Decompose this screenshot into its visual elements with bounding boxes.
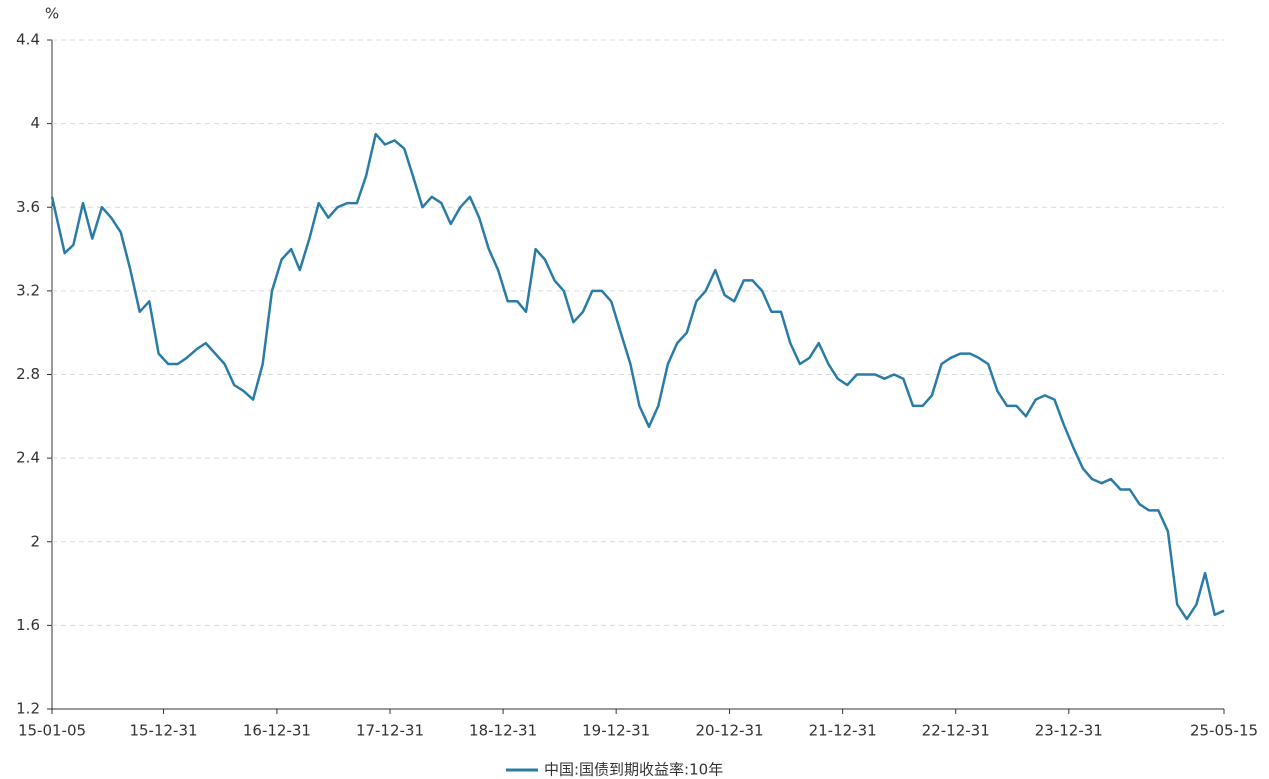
x-tick-label: 23-12-31: [1035, 722, 1103, 740]
line-series: [50, 132, 1225, 621]
x-tick-label: 15-12-31: [129, 722, 197, 740]
x-tick-label: 20-12-31: [696, 722, 764, 740]
x-tick-label: 22-12-31: [922, 722, 990, 740]
legend-label: 中国:国债到期收益率:10年: [544, 761, 723, 779]
y-tick-label: 1.2: [16, 700, 40, 718]
y-tick-label: 2.4: [16, 449, 40, 467]
y-tick-label: 1.6: [16, 616, 40, 634]
y-tick-label: 2: [30, 532, 40, 550]
x-tick-label: 19-12-31: [582, 722, 650, 740]
x-tick-label: 15-01-05: [18, 722, 86, 740]
x-tick-label: 18-12-31: [469, 722, 537, 740]
x-tick-label: 17-12-31: [356, 722, 424, 740]
x-tick-label: 25-05-15: [1190, 722, 1258, 740]
y-tick-label: 4: [30, 114, 40, 132]
x-tick-label: 16-12-31: [243, 722, 311, 740]
y-unit: %: [45, 5, 59, 23]
y-tick-label: 4.4: [16, 31, 40, 49]
y-tick-label: 2.8: [16, 365, 40, 383]
x-tick-label: 21-12-31: [809, 722, 877, 740]
y-tick-label: 3.2: [16, 281, 40, 299]
y-tick-label: 3.6: [16, 198, 40, 216]
